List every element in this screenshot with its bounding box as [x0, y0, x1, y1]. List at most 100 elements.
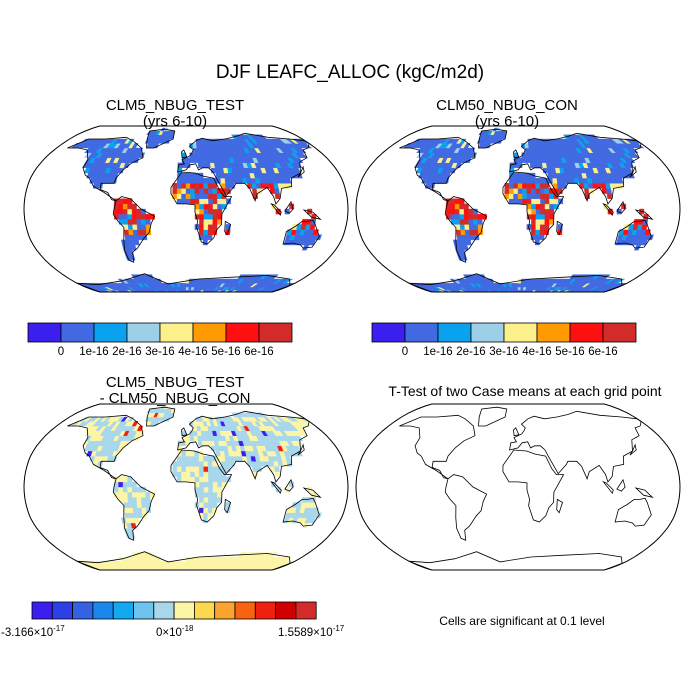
grid-cell	[176, 455, 182, 462]
grid-cell	[181, 188, 187, 194]
coastline	[444, 196, 488, 263]
grid-cell	[137, 234, 144, 241]
grid-cell	[123, 507, 130, 513]
grid-cell	[185, 172, 191, 179]
grid-cell	[549, 203, 555, 210]
grid-cell	[190, 177, 196, 184]
coastlines-2	[399, 128, 654, 292]
coastline	[513, 427, 520, 437]
grid-cell	[544, 219, 550, 225]
grid-cell	[513, 198, 519, 205]
grid-cell	[182, 561, 187, 566]
grid-cell	[203, 507, 209, 513]
grid-cell	[477, 229, 484, 235]
grid-cell	[531, 224, 537, 230]
grid-cell	[517, 172, 523, 179]
grid-cell	[207, 455, 213, 462]
grid-cell	[513, 177, 519, 184]
grid-cell	[197, 157, 203, 164]
grid-cell	[544, 224, 550, 230]
grid-cell	[445, 208, 451, 215]
coastline	[170, 171, 233, 245]
grid-cell	[522, 193, 528, 199]
grid-cell	[548, 219, 555, 225]
grid-cell	[185, 198, 191, 205]
grid-cell	[131, 491, 137, 498]
coastline	[170, 449, 233, 523]
colorbar-swatch	[437, 322, 472, 343]
grid-cell	[185, 286, 190, 291]
grid-cell	[539, 224, 545, 230]
grid-cell	[535, 213, 541, 220]
coastline	[282, 219, 320, 249]
coastline	[146, 406, 176, 427]
colorbar-swatch	[27, 322, 62, 343]
grid-cell	[127, 208, 133, 215]
grid-cell	[450, 198, 456, 205]
coastline	[270, 203, 282, 217]
grid-cell	[553, 198, 559, 205]
coastline	[502, 449, 565, 523]
grid-cell	[194, 455, 200, 462]
grid-cell	[274, 188, 280, 194]
grid-cell	[118, 486, 124, 493]
grid-cell	[535, 224, 541, 230]
grid-cell	[535, 183, 541, 189]
colorbar-swatch	[225, 322, 260, 343]
grid-cell	[131, 203, 137, 210]
colorbar-swatch	[112, 601, 134, 620]
grid-cell	[137, 507, 143, 513]
map-border	[23, 403, 349, 571]
grid-cell	[194, 461, 200, 467]
grid-cell	[176, 177, 182, 184]
grid-cell	[136, 213, 142, 220]
grid-cell	[190, 461, 196, 467]
grid-cell	[145, 229, 152, 235]
panel-2-name: CLM50_NBUG_CON	[436, 97, 578, 114]
grid-cell	[203, 486, 209, 493]
grid-cell	[193, 435, 199, 441]
colorbar-label: 0	[57, 346, 65, 358]
grid-cell	[136, 497, 142, 503]
grid-cell	[544, 198, 550, 205]
grid-cell	[216, 193, 223, 199]
grid-cell	[526, 177, 532, 184]
grid-cell	[182, 286, 187, 291]
grid-cell	[137, 512, 144, 519]
grid-cell	[127, 481, 133, 488]
grid-cell	[199, 203, 205, 210]
diff-min-label: -3.166×10-17	[1, 624, 65, 639]
grid-cell	[181, 466, 187, 472]
grid-cell	[217, 491, 223, 498]
grid-cell	[131, 497, 138, 503]
grid-cell	[145, 491, 151, 498]
grid-cell	[194, 481, 200, 488]
coastline	[478, 406, 508, 427]
grid-cell	[212, 203, 218, 210]
grid-cell	[185, 461, 191, 467]
grid-cell	[122, 198, 129, 205]
colorbar-label: 1e-16	[423, 346, 453, 358]
grid-cell	[194, 471, 200, 477]
grid-cell	[274, 193, 281, 199]
grid-cell	[203, 491, 209, 498]
grid-cell	[548, 193, 555, 199]
grid-cell	[544, 188, 550, 194]
grid-cell	[203, 177, 209, 184]
grid-cell	[181, 471, 187, 477]
grid-cell	[140, 497, 147, 503]
grid-cell	[136, 486, 142, 493]
grid-cell	[133, 517, 140, 524]
grid-cell	[275, 486, 281, 493]
grid-cell	[118, 497, 124, 503]
grid-cell	[131, 208, 137, 215]
grid-cell	[212, 476, 218, 483]
grid-cell	[469, 229, 475, 235]
grid-cell	[203, 219, 209, 225]
coastline	[67, 136, 144, 202]
grid-cell	[199, 208, 205, 215]
grid-cell	[185, 177, 191, 184]
grid-cell	[185, 466, 191, 472]
grid-cell	[526, 183, 532, 189]
grid-cell	[118, 476, 124, 483]
